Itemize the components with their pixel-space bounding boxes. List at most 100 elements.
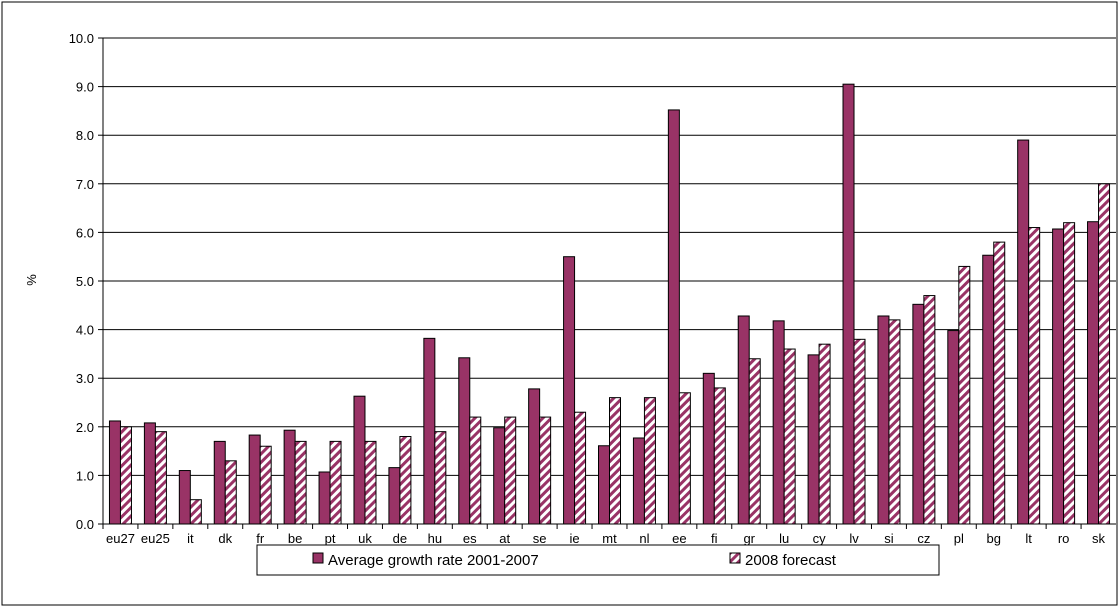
bar-average-growth-cz (912, 303, 925, 525)
x-tick-label-fi: fi (711, 531, 718, 546)
y-tick-label: 10.0 (69, 31, 94, 46)
bar-forecast-2008-fr (259, 445, 272, 525)
x-tick-label-it: it (187, 531, 194, 546)
bar-average-growth-de (388, 467, 401, 525)
bar-average-growth-at (493, 427, 506, 525)
x-tick-label-ee: ee (672, 531, 686, 546)
x-tick-label-uk: uk (358, 531, 372, 546)
y-tick-label: 8.0 (76, 128, 94, 143)
x-tick-label-lu: lu (779, 531, 789, 546)
bar-forecast-2008-pl (958, 265, 971, 525)
bar-forecast-2008-lt (1028, 227, 1041, 525)
y-tick-label: 0.0 (76, 517, 94, 532)
x-tick-label-pt: pt (325, 531, 336, 546)
bar-forecast-2008-uk (364, 440, 377, 525)
x-tick-label-de: de (393, 531, 407, 546)
bar-forecast-2008-ie (574, 411, 587, 525)
x-tick-label-cy: cy (813, 531, 827, 546)
x-tick-label-se: se (533, 531, 547, 546)
bar-average-growth-se (528, 388, 541, 525)
y-tick-label: 9.0 (76, 80, 94, 95)
bar-forecast-2008-gr (748, 358, 761, 525)
bar-average-growth-dk (213, 440, 226, 525)
x-tick-label-be: be (288, 531, 302, 546)
x-tick-label-si: si (884, 531, 894, 546)
x-tick-label-eu25: eu25 (141, 531, 170, 546)
bar-forecast-2008-ro (1063, 222, 1076, 525)
bar-average-growth-lv (842, 83, 855, 525)
bar-average-growth-ie (563, 256, 576, 525)
x-tick-label-nl: nl (639, 531, 649, 546)
x-tick-label-ie: ie (570, 531, 580, 546)
bar-average-growth-eu27 (108, 420, 121, 525)
bar-forecast-2008-lv (853, 338, 866, 525)
bar-forecast-2008-se (539, 416, 552, 525)
bar-average-growth-sk (1087, 221, 1100, 525)
x-tick-label-es: es (463, 531, 477, 546)
x-tick-label-gr: gr (743, 531, 755, 546)
bar-forecast-2008-de (399, 436, 412, 525)
bar-forecast-2008-cz (923, 295, 936, 525)
bar-average-growth-es (458, 357, 471, 525)
bar-average-growth-ee (667, 109, 680, 525)
bar-average-growth-pl (947, 330, 960, 525)
x-axis-tick-labels: eu27 eu25 it dk fr be pt uk de hu es at se ie mt nl ee fi… (102, 524, 1106, 546)
bar-average-growth-eu25 (143, 422, 156, 525)
axes (102, 38, 1116, 525)
bar-forecast-2008-nl (643, 397, 656, 525)
x-tick-label-at: at (499, 531, 510, 546)
y-tick-label: 7.0 (76, 177, 94, 192)
bar-forecast-2008-it (189, 499, 202, 525)
legend: Average growth rate 2001-2007 2008 forec… (256, 544, 940, 576)
x-tick-label-ro: ro (1058, 531, 1070, 546)
x-tick-label-cz: cz (917, 531, 930, 546)
bar-forecast-2008-cy (818, 343, 831, 525)
bar-forecast-2008-at (504, 416, 517, 525)
bar-average-growth-ro (1052, 228, 1065, 525)
bar-average-growth-mt (598, 445, 610, 525)
bar-forecast-2008-ee (678, 392, 691, 525)
bar-forecast-2008-fi (713, 387, 726, 525)
bar-forecast-2008-mt (609, 397, 621, 525)
x-tick-label-sk: sk (1092, 531, 1106, 546)
bar-forecast-2008-es (469, 416, 482, 525)
x-tick-label-pl: pl (954, 531, 964, 546)
y-axis-label: % (24, 274, 39, 286)
y-axis-tick-labels: 0.0 1.0 2.0 3.0 4.0 5.0 6.0 7.0 8.0 9.0 10.0 (69, 31, 103, 532)
bar-average-growth-pt (318, 471, 331, 525)
bar-average-growth-lt (1017, 139, 1030, 525)
y-tick-label: 3.0 (76, 371, 94, 386)
y-tick-label: 4.0 (76, 323, 94, 338)
bar-forecast-2008-dk (224, 460, 237, 525)
legend-label-series-2: 2008 forecast (745, 552, 837, 569)
bar-forecast-2008-eu27 (119, 426, 132, 525)
y-tick-label: 1.0 (76, 468, 94, 483)
x-tick-label-bg: bg (987, 531, 1001, 546)
x-tick-label-lv: lv (849, 531, 859, 546)
bar-forecast-2008-be (294, 440, 307, 525)
bar-average-growth-fi (702, 372, 715, 525)
bar-average-growth-si (877, 315, 890, 525)
x-tick-label-lt: lt (1025, 531, 1032, 546)
bar-average-growth-cy (807, 354, 820, 525)
bar-forecast-2008-hu (434, 431, 447, 525)
bar-average-growth-lu (772, 320, 785, 525)
y-tick-label: 6.0 (76, 225, 94, 240)
bar-forecast-2008-sk (1098, 183, 1111, 525)
bar-forecast-2008-lu (783, 348, 796, 525)
bar-average-growth-nl (632, 437, 645, 525)
bar-average-growth-hu (423, 337, 436, 525)
bar-average-growth-it (178, 470, 191, 525)
bar-average-growth-uk (353, 395, 366, 525)
x-tick-label-fr: fr (256, 531, 265, 546)
x-tick-label-mt: mt (602, 531, 617, 546)
bar-forecast-2008-eu25 (154, 431, 167, 525)
x-tick-label-hu: hu (428, 531, 442, 546)
x-tick-label-dk: dk (218, 531, 232, 546)
bar-average-growth-bg (982, 254, 995, 525)
bar-forecast-2008-si (888, 319, 901, 525)
bar-average-growth-fr (248, 434, 261, 525)
x-tick-label-eu27: eu27 (106, 531, 135, 546)
